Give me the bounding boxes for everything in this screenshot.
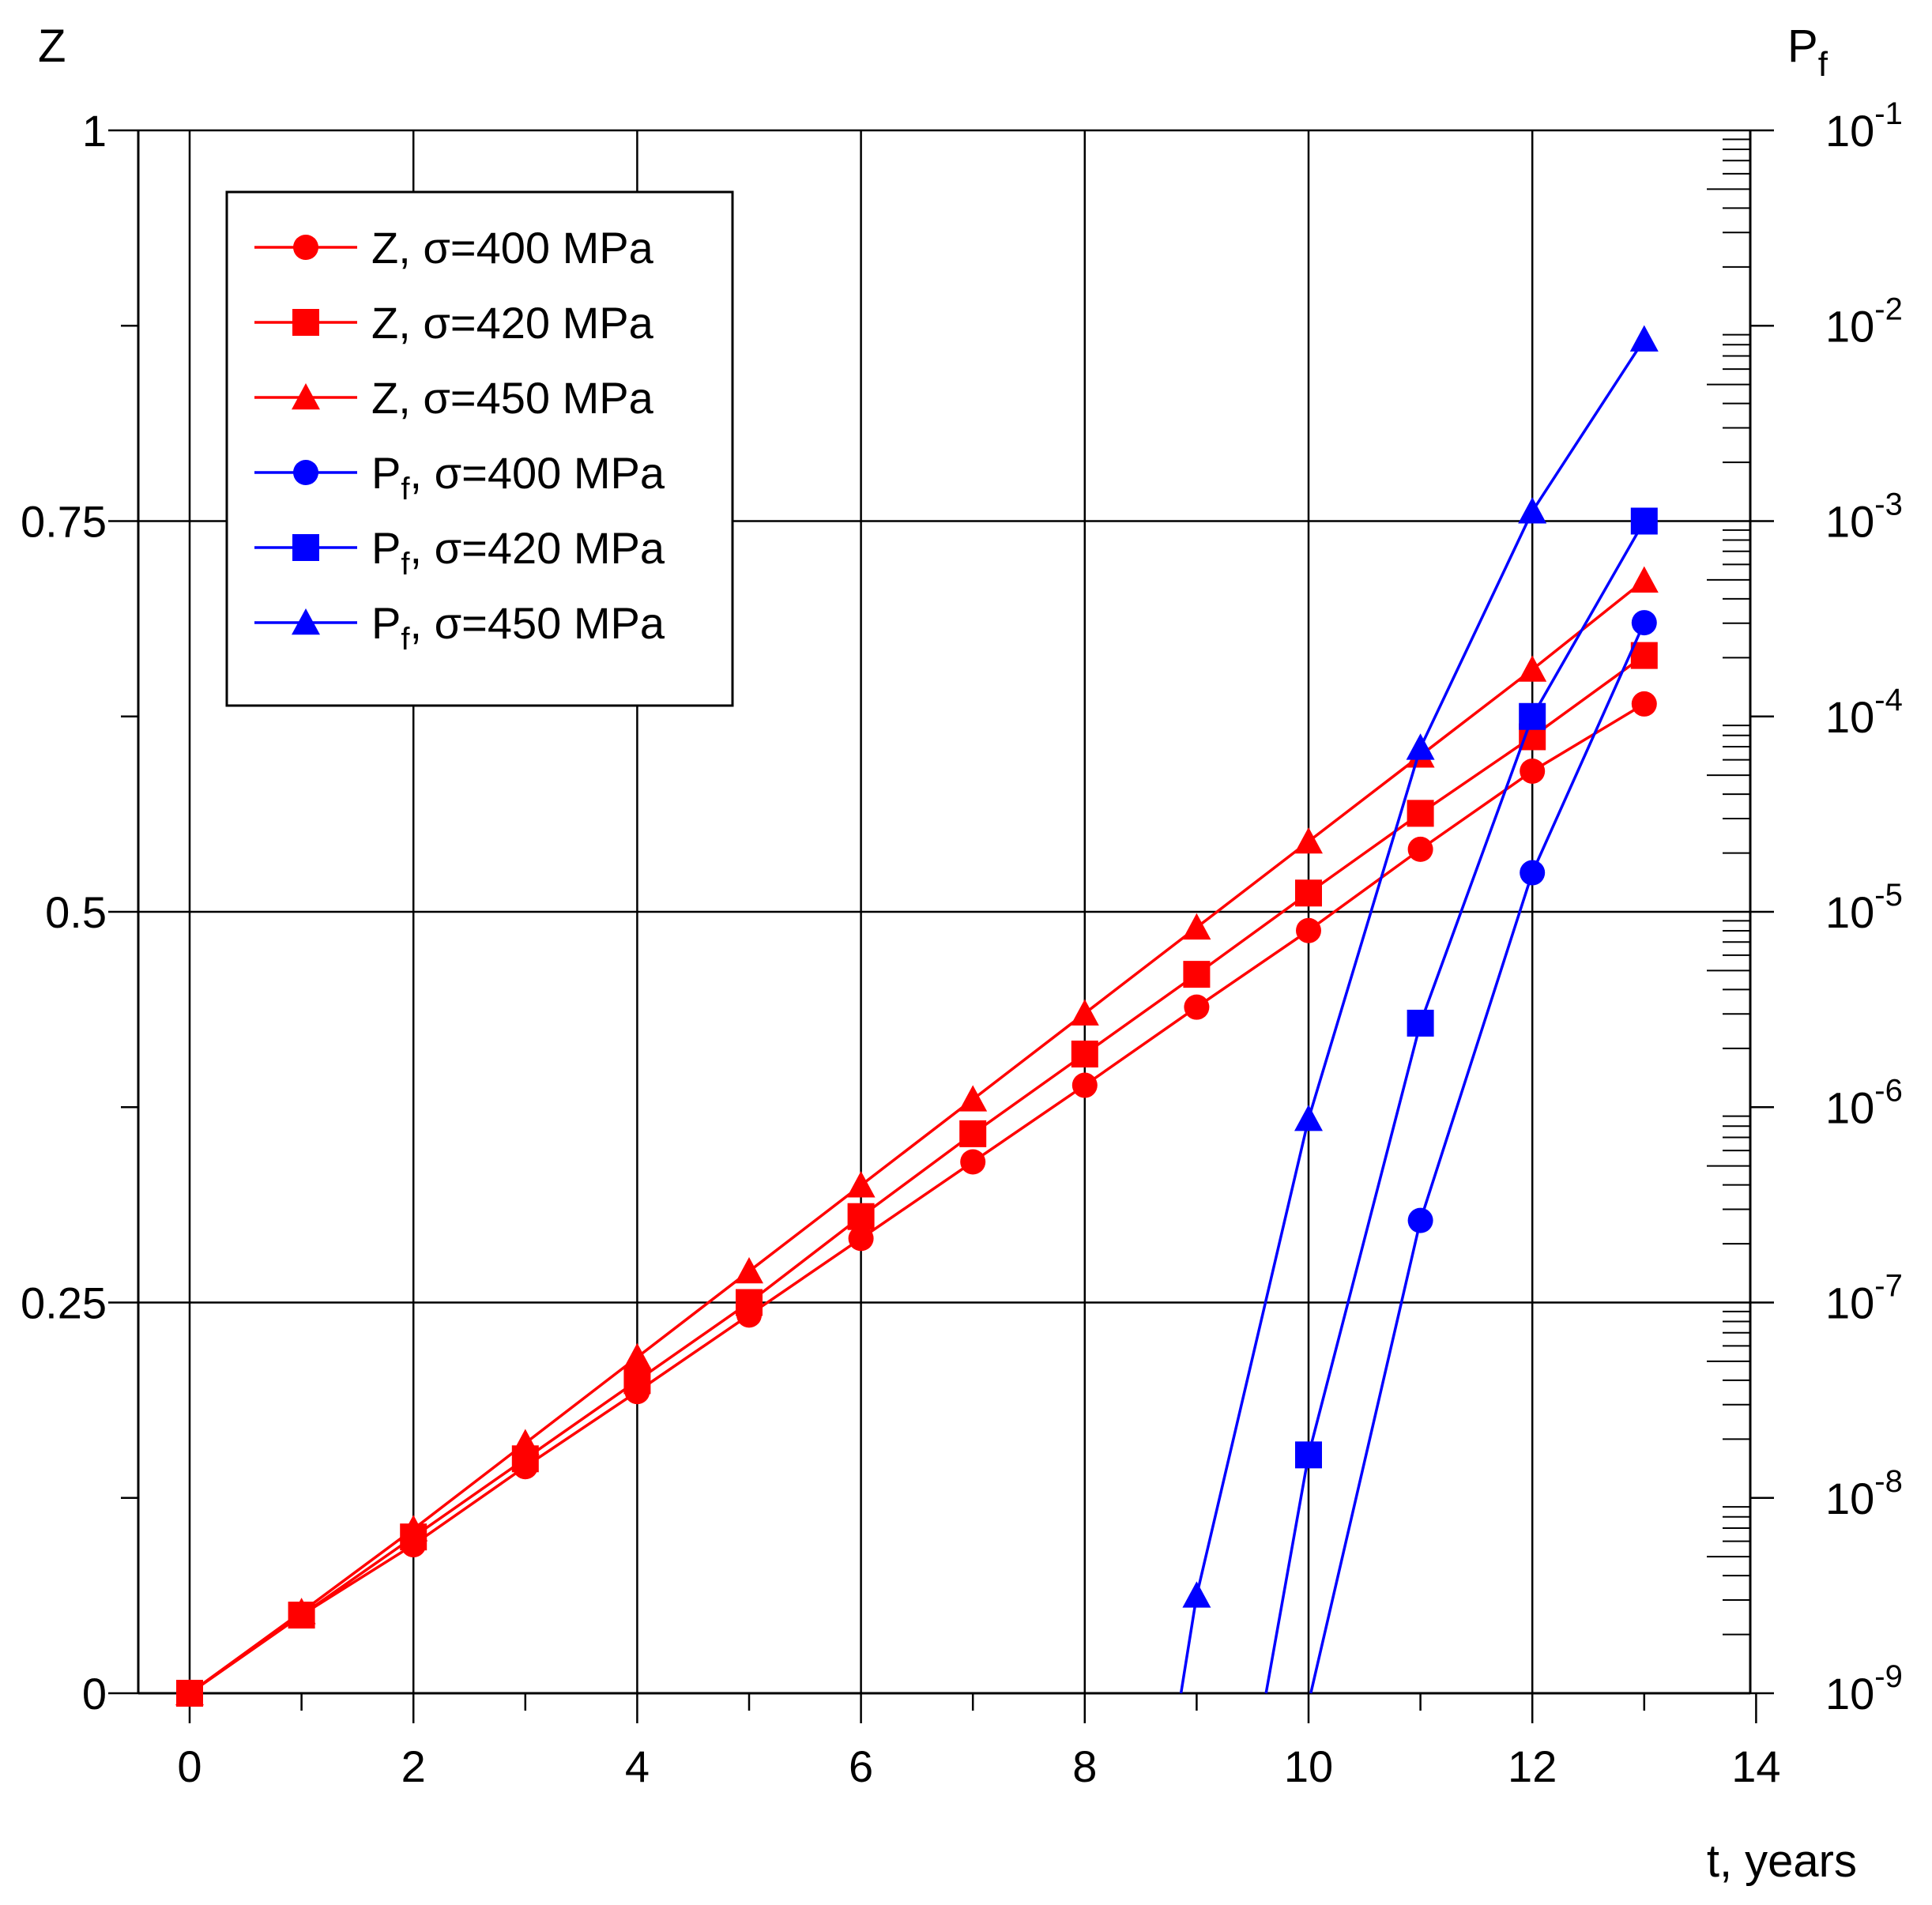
- series-2-point-2: [399, 1515, 428, 1542]
- y-right-axis-label-sub: f: [1818, 45, 1828, 84]
- series-2-point-5: [735, 1256, 763, 1284]
- series-3-point-2: [1520, 860, 1546, 886]
- y-right-tick-label-6: 10-3: [1825, 488, 1903, 547]
- series-3: [1309, 610, 1657, 1694]
- series-line-3: [1309, 622, 1646, 1694]
- y-right-tick-label-1: 10-8: [1825, 1464, 1903, 1523]
- legend-marker-5: [292, 608, 320, 635]
- legend-marker-3: [293, 460, 318, 485]
- series-0-point-7: [960, 1149, 986, 1175]
- series-2-point-9: [1182, 913, 1211, 940]
- y-right-tick-label-4: 10-5: [1825, 878, 1903, 937]
- series-2-point-1: [287, 1598, 316, 1625]
- series-5-point-1: [1182, 1581, 1211, 1608]
- series-0-point-11: [1407, 836, 1433, 862]
- series-4-point-3: [1519, 702, 1546, 730]
- y-right-tick-label-7: 10-2: [1825, 292, 1903, 351]
- series-2-point-0: [175, 1679, 204, 1706]
- series-0-point-12: [1520, 758, 1546, 784]
- series-0: [177, 691, 1657, 1706]
- x-tick-label-1: 2: [401, 1741, 426, 1791]
- y-right-tick-label-3: 10-6: [1825, 1073, 1903, 1132]
- legend-label-5: Pf, σ=450 MPa: [371, 598, 665, 657]
- series-1-point-8: [1071, 1040, 1098, 1067]
- series-2-point-8: [1070, 999, 1099, 1026]
- series-line-0: [188, 702, 1645, 1695]
- series-2: [175, 566, 1659, 1706]
- series-1-point-13: [1630, 642, 1658, 669]
- series-4-point-2: [1407, 1009, 1434, 1037]
- series-0-point-13: [1631, 691, 1657, 717]
- x-tick-label-6: 12: [1508, 1741, 1557, 1791]
- series-0-point-6: [848, 1225, 874, 1252]
- y-left-tick-label-0: 0: [82, 1669, 107, 1719]
- ticks: 0 2 4 6 8 10 12 14 0 0.25 0.5 0.75 1 10-9 10-8 10-7 10-6…: [21, 96, 1903, 1791]
- y-left-tick-label-3: 0.75: [21, 497, 107, 547]
- series-4-point-1: [1295, 1441, 1322, 1469]
- series-1-point-6: [847, 1203, 875, 1230]
- x-tick-label-7: 14: [1731, 1741, 1780, 1791]
- y-right-tick-label-8: 10-1: [1825, 96, 1903, 156]
- x-axis-label: t, years: [1707, 1835, 1857, 1887]
- series-1-point-10: [1295, 879, 1322, 907]
- y-left-tick-label-1: 0.25: [21, 1278, 107, 1328]
- legend-marker-1: [292, 309, 319, 336]
- series-1-point-4: [623, 1367, 651, 1395]
- series-1-point-7: [959, 1120, 987, 1147]
- series-2-point-13: [1629, 566, 1659, 593]
- series-1-point-11: [1407, 800, 1434, 827]
- series-5-point-2: [1294, 1105, 1323, 1131]
- x-tick-label-0: 0: [177, 1741, 201, 1791]
- legend: Z, σ=400 MPa Z, σ=420 MPa Z, σ=450 MPa Pf, …: [225, 190, 734, 707]
- y-left-axis-label: Z: [38, 21, 66, 72]
- y-left-tick-label-2: 0.5: [45, 887, 107, 937]
- legend-marker-2: [292, 383, 320, 410]
- y-right-axis-label-main: P: [1787, 21, 1818, 72]
- series-3-point-3: [1631, 610, 1657, 636]
- x-tick-label-3: 6: [849, 1741, 873, 1791]
- series-5: [1179, 325, 1659, 1694]
- series-line-2: [188, 579, 1645, 1695]
- series-2-point-12: [1518, 655, 1547, 682]
- series-1: [176, 642, 1658, 1707]
- series-2-point-10: [1294, 826, 1323, 854]
- y-left-tick-label-4: 1: [82, 106, 107, 156]
- series-0-point-9: [1184, 994, 1210, 1020]
- series-0-point-8: [1071, 1072, 1098, 1098]
- series-2-point-4: [623, 1342, 652, 1370]
- series-3-point-1: [1407, 1207, 1433, 1233]
- series-5-point-3: [1406, 733, 1435, 760]
- series-line-1: [188, 654, 1645, 1695]
- y-right-tick-label-0: 10-9: [1825, 1659, 1903, 1719]
- y-right-tick-label-5: 10-4: [1825, 683, 1903, 742]
- y-right-tick-label-2: 10-7: [1825, 1269, 1903, 1328]
- legend-label-1: Z, σ=420 MPa: [371, 298, 654, 348]
- series-2-point-7: [958, 1085, 988, 1112]
- series-group: [175, 325, 1659, 1707]
- series-5-point-5: [1629, 325, 1659, 352]
- series-5-point-4: [1518, 497, 1547, 524]
- series-2-point-3: [510, 1429, 540, 1455]
- series-line-5: [1179, 338, 1646, 1694]
- series-0-point-10: [1296, 917, 1321, 943]
- legend-marker-0: [293, 235, 318, 260]
- legend-label-4: Pf, σ=420 MPa: [371, 523, 665, 582]
- legend-label-3: Pf, σ=400 MPa: [371, 448, 665, 506]
- series-4: [1264, 507, 1658, 1694]
- legend-label-0: Z, σ=400 MPa: [371, 223, 654, 273]
- y-right-axis-label: Pf: [1787, 21, 1828, 84]
- series-1-point-5: [736, 1289, 763, 1316]
- series-4-point-4: [1630, 507, 1658, 535]
- legend-marker-4: [292, 534, 319, 561]
- x-tick-label-2: 4: [625, 1741, 650, 1791]
- legend-label-2: Z, σ=450 MPa: [371, 373, 654, 423]
- x-tick-label-4: 8: [1072, 1741, 1097, 1791]
- x-tick-label-5: 10: [1284, 1741, 1333, 1791]
- series-1-point-9: [1183, 961, 1211, 988]
- series-2-point-6: [846, 1171, 876, 1198]
